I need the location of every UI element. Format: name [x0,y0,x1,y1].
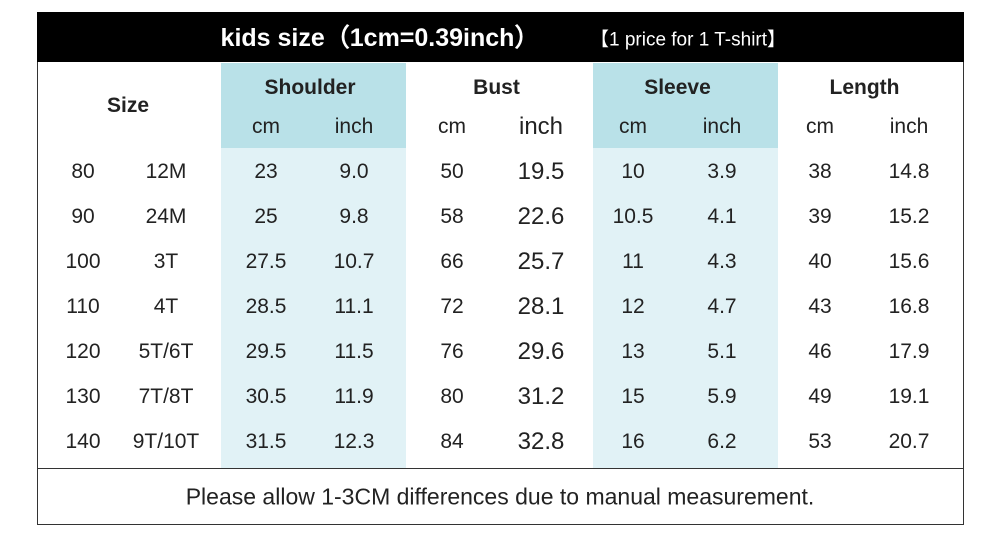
cell: 66 [440,250,464,273]
unit-header: cm [438,115,466,138]
cell: 11.5 [334,340,374,363]
unit-header: inch [518,113,564,140]
group-header: Bust [473,76,520,99]
cell: 13 [621,340,645,363]
cell: 14.8 [888,160,930,183]
cell: 84 [440,430,464,453]
cell: 12.3 [333,430,375,453]
cell: 43 [808,295,832,318]
cell: 80 [440,385,464,408]
cell: 3T [153,250,179,273]
group-header: Sleeve [644,76,711,99]
cell: 10.5 [612,205,654,228]
size-header: Size [106,94,150,117]
unit-header: inch [702,115,742,138]
cell: 4.1 [707,205,737,228]
cell: 19.5 [517,158,565,185]
cell: 28.5 [245,295,287,318]
cell: 12M [145,160,187,183]
cell: 6.2 [707,430,737,453]
cell: 40 [808,250,832,273]
cell: 20.7 [888,430,930,453]
cell: 16.8 [888,295,930,318]
cell: 9.0 [339,160,369,183]
cell: 25 [254,205,278,228]
cell: 3.9 [707,160,737,183]
cell: 22.6 [517,203,565,230]
title: kids size（1cm=0.39inch） [220,24,540,52]
cell: 38 [808,160,832,183]
cell: 7T/8T [138,385,194,408]
cell: 120 [65,340,101,363]
cell: 29.5 [245,340,287,363]
cell: 25.7 [517,248,565,275]
cell: 32.8 [517,428,565,455]
cell: 15.6 [888,250,930,273]
cell: 12 [621,295,645,318]
unit-header: cm [806,115,834,138]
cell: 24M [145,205,187,228]
divider [37,468,964,469]
cell: 90 [71,205,95,228]
cell: 31.2 [517,383,565,410]
cell: 140 [65,430,101,453]
cell: 39 [808,205,832,228]
unit-header: cm [619,115,647,138]
cell: 19.1 [888,385,930,408]
band-sleeve-body [593,148,778,468]
cell: 9.8 [339,205,369,228]
cell: 16 [621,430,645,453]
title-bar [37,12,964,62]
cell: 53 [808,430,832,453]
cell: 76 [440,340,464,363]
cell: 23 [254,160,278,183]
cell: 58 [440,205,464,228]
cell: 10 [621,160,645,183]
cell: 30.5 [245,385,287,408]
cell: 100 [65,250,101,273]
cell: 11.1 [334,295,374,318]
cell: 80 [71,160,95,183]
unit-header: inch [889,115,929,138]
cell: 4T [153,295,179,318]
cell: 17.9 [888,340,930,363]
band-shoulder-head [221,63,406,148]
cell: 11 [622,250,644,273]
footer: Please allow 1-3CM differences due to ma… [185,483,815,510]
band-sleeve-head [593,63,778,148]
group-header: Length [829,76,900,99]
cell: 110 [66,295,100,318]
cell: 46 [808,340,832,363]
cell: 4.7 [707,295,737,318]
cell: 72 [440,295,464,318]
cell: 27.5 [245,250,287,273]
cell: 5.9 [707,385,737,408]
cell: 49 [808,385,832,408]
cell: 50 [440,160,464,183]
cell: 5T/6T [138,340,194,363]
cell: 28.1 [517,293,565,320]
unit-header: cm [252,115,280,138]
cell: 15.2 [888,205,930,228]
cell: 10.7 [333,250,375,273]
unit-header: inch [334,115,374,138]
cell: 4.3 [707,250,737,273]
band-shoulder-body [221,148,406,468]
cell: 15 [621,385,645,408]
cell: 29.6 [517,338,565,365]
cell: 11.9 [334,385,374,408]
group-header: Shoulder [264,76,356,99]
cell: 9T/10T [132,430,200,453]
cell: 5.1 [707,340,737,363]
cell: 130 [65,385,101,408]
cell: 31.5 [245,430,287,453]
note: 【1 price for 1 T-shirt】 [589,29,787,51]
